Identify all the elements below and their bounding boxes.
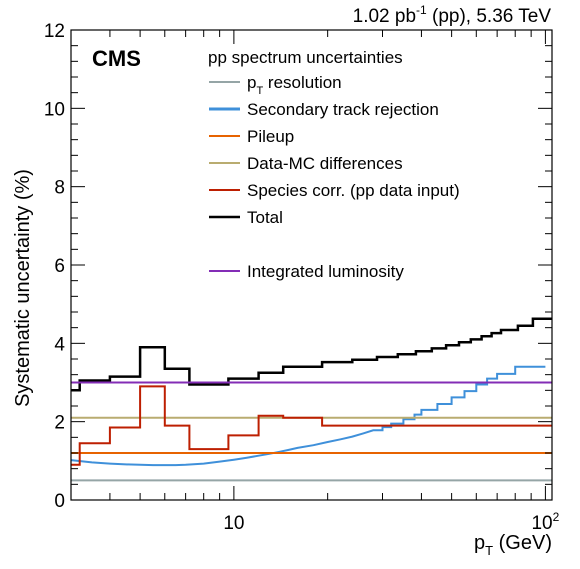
- legend-label-0: pT resolution: [247, 73, 342, 97]
- plot-frame: [70, 29, 553, 501]
- series-line-5: [71, 317, 552, 392]
- cms-label: CMS: [92, 46, 141, 71]
- legend-label-2: Pileup: [247, 127, 294, 146]
- lumi-label: 1.02 pb-1 (pp), 5.36 TeV: [353, 3, 552, 27]
- legend-label-6: Integrated luminosity: [247, 262, 404, 281]
- y-tick-label: 8: [54, 178, 65, 199]
- y-tick-label: 10: [44, 99, 65, 120]
- series-line-1: [70, 365, 546, 467]
- legend-label-1: Secondary track rejection: [247, 100, 439, 119]
- legend-label-5: Total: [247, 208, 283, 227]
- y-axis-title: Systematic uncertainty (%): [12, 169, 34, 407]
- x-axis-title: pT (GeV): [474, 532, 552, 558]
- y-tick-label: 0: [54, 491, 65, 512]
- legend-label-4: Species corr. (pp data input): [247, 181, 460, 200]
- y-tick-label: 6: [54, 256, 65, 277]
- x-tick-label: 102: [531, 510, 559, 534]
- x-tick-label: 10: [223, 513, 244, 534]
- y-tick-label: 4: [54, 334, 65, 355]
- y-tick-label: 12: [44, 21, 65, 42]
- legend-title: pp spectrum uncertainties: [208, 48, 403, 67]
- plot-series: [70, 317, 552, 482]
- y-tick-label: 2: [54, 413, 65, 434]
- legend: pp spectrum uncertainties pT resolution S…: [208, 48, 460, 281]
- series-line-4: [71, 385, 552, 466]
- legend-label-3: Data-MC differences: [247, 154, 403, 173]
